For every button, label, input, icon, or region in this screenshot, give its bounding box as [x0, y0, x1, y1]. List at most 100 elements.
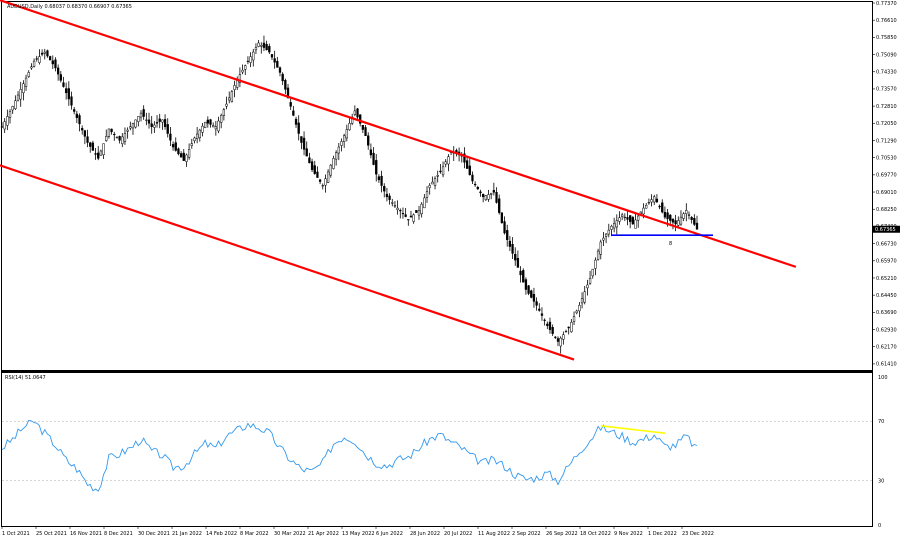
candle-body	[163, 119, 167, 127]
candle-body	[695, 222, 699, 230]
candle-body	[62, 82, 65, 87]
candle-body	[583, 291, 586, 303]
date-tick-label: 26 Sep 2022	[546, 531, 578, 537]
candle-body	[511, 244, 514, 254]
price-tick-label: 0.72810	[876, 104, 897, 110]
candle-body	[230, 91, 234, 102]
candle-body	[8, 111, 12, 118]
candle-body	[174, 142, 177, 151]
candle-body	[257, 42, 260, 47]
date-tick-label: 1 Oct 2021	[2, 531, 30, 537]
candle-body	[615, 220, 618, 228]
date-tick-label: 21 Jan 2022	[172, 531, 202, 537]
candle-body	[594, 259, 597, 269]
candle-body	[423, 197, 426, 209]
candle-body	[444, 161, 447, 165]
candle-body	[503, 221, 506, 234]
candle-body	[265, 44, 268, 51]
candle-body	[465, 160, 469, 169]
candle-body	[538, 308, 541, 311]
candle-body	[166, 124, 169, 134]
candle-body	[658, 205, 661, 208]
candle-body	[433, 178, 437, 186]
candle-body	[567, 326, 570, 329]
candle-body	[562, 334, 565, 340]
date-tick-label: 1 Dec 2022	[648, 531, 677, 537]
rsi-line	[1, 419, 698, 492]
candle-body	[604, 233, 608, 237]
candle-body	[337, 146, 340, 154]
date-tick-label: 11 Aug 2022	[478, 531, 510, 537]
candle-body	[463, 153, 466, 163]
price-tick-label: 0.63690	[876, 310, 897, 316]
rsi-layer	[1, 419, 872, 492]
candle-body	[310, 161, 314, 170]
candle-body	[417, 210, 421, 216]
price-tick-label: 0.71290	[876, 138, 897, 144]
candle-body	[564, 331, 568, 333]
date-tick-label: 18 Oct 2022	[580, 531, 611, 537]
candle-body	[548, 321, 552, 330]
price-tick-label: 0.69010	[876, 190, 897, 196]
date-tick-label: 2 Sep 2022	[512, 531, 541, 537]
candle-body	[396, 207, 399, 211]
candle-body	[201, 125, 204, 133]
price-tick-label: 0.65210	[876, 276, 897, 282]
price-tick-label: 0.64450	[876, 293, 897, 299]
candle-body	[596, 250, 600, 260]
candle-body	[367, 135, 370, 146]
date-tick-label: 9 Nov 2022	[614, 531, 643, 537]
candle-body	[270, 54, 274, 58]
candle-body	[238, 74, 242, 83]
price-tick-label: 0.74330	[876, 70, 897, 76]
candle-body	[326, 171, 330, 183]
candle-body	[305, 148, 308, 157]
price-tick-label: 0.75850	[876, 35, 897, 41]
candle-body	[369, 149, 373, 156]
candle-body	[626, 217, 629, 220]
candle-body	[292, 110, 295, 116]
candle-body	[268, 46, 271, 53]
rsi-tick-label: 100	[878, 375, 888, 381]
candle-body	[78, 115, 81, 125]
candle-body	[522, 270, 525, 283]
candle-body	[70, 96, 73, 106]
candle-body	[316, 171, 319, 178]
candle-body	[383, 186, 386, 192]
candle-body	[412, 214, 415, 222]
candle-body	[139, 112, 143, 118]
candle-body	[131, 123, 135, 129]
candle-body	[300, 136, 303, 143]
candle-body	[506, 230, 509, 241]
candle-body	[535, 301, 538, 306]
candle-body	[145, 119, 148, 121]
candle-body	[546, 323, 549, 326]
candle-body	[559, 337, 562, 347]
candle-body	[682, 213, 685, 219]
candle-body	[11, 106, 14, 111]
price-tick-label: 0.65970	[876, 259, 897, 265]
candle-body	[38, 56, 41, 63]
candle-body	[177, 148, 180, 155]
candle-body	[276, 60, 279, 68]
candle-body	[121, 136, 124, 145]
date-tick-label: 28 Jun 2022	[410, 531, 440, 537]
candle-body	[677, 220, 680, 226]
candle-body	[482, 194, 485, 198]
rsi-header: RSI(14) 51.0647	[5, 375, 46, 381]
price-tick-label: 0.61410	[876, 362, 897, 368]
date-tick-label: 16 Nov 2021	[70, 531, 102, 537]
candle-body	[43, 51, 46, 54]
rsi-trend-line	[600, 425, 665, 434]
current-price-marker	[873, 225, 900, 233]
candle-body	[153, 124, 156, 128]
candle-body	[407, 219, 410, 221]
date-tick-label: 23 Dec 2022	[682, 531, 714, 537]
candle-body	[669, 214, 672, 221]
candle-body	[105, 136, 108, 141]
candle-body	[107, 128, 111, 137]
candle-body	[687, 214, 691, 216]
candle-body	[16, 94, 20, 101]
